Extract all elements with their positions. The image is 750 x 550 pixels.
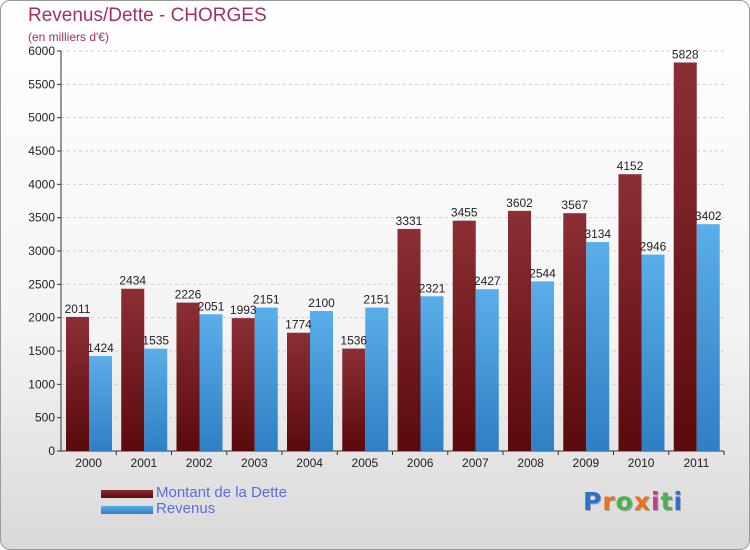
bar-revenue [586,242,610,451]
legend-swatch-debt [101,490,153,498]
data-label-revenue: 2151 [253,293,280,307]
bar-debt [563,213,587,451]
bar-revenue [475,289,499,451]
logo-letter: x [633,487,651,516]
bar-revenue [696,224,720,451]
grid-lines [61,50,724,452]
bars [66,62,720,451]
data-label-revenue: 2544 [529,266,556,280]
data-label-revenue: 2051 [198,299,225,313]
bar-debt [287,332,310,451]
x-tick-label: 2001 [131,456,158,470]
y-tick-label: 4500 [28,144,55,158]
data-label-debt: 1774 [285,318,312,332]
bar-revenue [89,356,112,451]
bar-debt [452,220,476,451]
data-label-revenue: 3134 [584,227,611,241]
bar-revenue [254,307,278,451]
data-label-revenue: 2151 [363,293,390,307]
data-label-debt: 1993 [230,303,257,317]
x-tick-label: 2000 [75,456,102,470]
bar-revenue [199,314,223,451]
data-label-debt: 2011 [65,302,91,316]
bar-revenue [365,307,389,451]
bar-revenue [144,348,168,451]
data-label-revenue: 2100 [308,296,335,310]
y-tick-label: 500 [35,411,55,425]
data-label-revenue: 2321 [419,281,446,295]
x-tick-label: 2009 [573,456,600,470]
legend-label-revenue: Revenus [156,500,216,517]
data-label-debt: 3567 [561,198,588,212]
data-label-debt: 4152 [617,159,644,173]
bar-debt [176,302,200,451]
proxiti-logo: Proxiti [583,487,683,516]
logo-letter: o [615,487,634,516]
x-tick-label: 2006 [407,456,434,470]
data-label-debt: 3331 [396,214,423,228]
y-tick-label: 5000 [28,111,55,125]
bar-debt [231,318,255,451]
logo-letter: i [651,487,661,516]
y-tick-label: 2000 [28,311,55,325]
bar-revenue [420,296,444,451]
bar-revenue [310,311,333,451]
y-tick-label: 1000 [28,377,55,391]
y-tick-label: 0 [48,444,55,458]
axes: 0 500 1000 1500 2000 2500 3000 3500 4000 4500 5000… [28,44,725,470]
data-label-debt: 2434 [119,274,146,288]
x-tick-label: 2005 [352,456,379,470]
logo-letter: t [660,487,674,516]
bar-debt [66,316,89,451]
data-label-debt: 3602 [506,196,533,210]
x-tick-label: 2008 [517,456,544,470]
bar-debt [673,62,697,451]
logo-letter: i [673,487,684,516]
data-label-revenue: 3402 [695,209,722,223]
y-tick-label: 4000 [28,177,55,191]
y-tick-label: 6000 [28,44,55,58]
x-tick-label: 2007 [462,456,489,470]
bar-debt [342,348,366,451]
bar-debt [121,288,145,451]
data-label-revenue: 1535 [142,334,169,348]
data-label-debt: 1536 [340,334,367,348]
y-tick-label: 2500 [28,277,55,291]
x-tick-label: 2011 [683,456,709,470]
logo-letter: P [583,487,603,516]
data-label-debt: 5828 [672,47,699,61]
y-tick-label: 3500 [28,211,55,225]
data-label-revenue: 2427 [474,274,501,288]
data-label-revenue: 2946 [640,240,667,254]
bar-debt [397,228,421,451]
bar-revenue [531,281,554,451]
bar-debt [618,174,642,451]
x-tick-label: 2003 [241,456,268,470]
x-tick-label: 2002 [186,456,213,470]
chart-title: Revenus/Dette - CHORGES [28,5,267,26]
y-tick-label: 5500 [28,77,55,91]
y-tick-label: 1500 [28,344,55,358]
legend-swatch-revenue [101,506,153,514]
logo-letter: r [602,487,616,516]
data-label-debt: 3455 [451,206,478,220]
x-tick-label: 2004 [296,456,323,470]
chart-subtitle: (en milliers d'€) [28,30,109,44]
bar-revenue [641,254,665,451]
y-tick-label: 3000 [28,244,55,258]
data-label-debt: 2226 [175,288,202,302]
x-tick-label: 2010 [628,456,655,470]
data-label-revenue: 1424 [87,341,114,355]
legend-label-debt: Montant de la Dette [156,484,287,501]
bar-debt [508,210,531,451]
